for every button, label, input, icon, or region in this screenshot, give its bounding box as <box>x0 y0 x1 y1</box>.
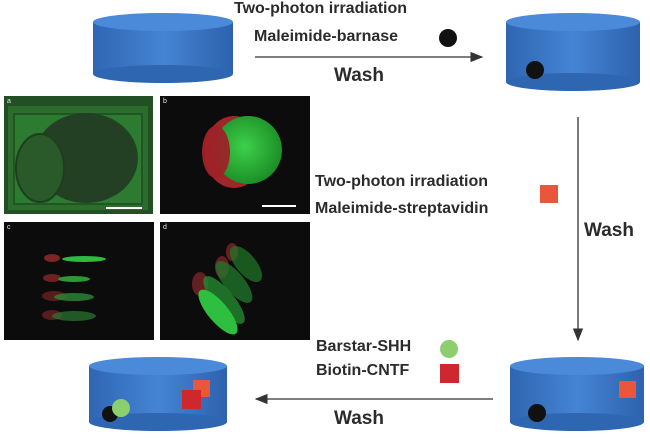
step3-line2: Biotin-CNTF <box>316 362 410 379</box>
barnase-legend-dot <box>439 29 457 47</box>
dish-cylinder-1 <box>93 13 233 83</box>
panel-label-b: b <box>163 98 167 105</box>
shh-legend-dot <box>440 340 458 358</box>
step1-line2: Maleimide-barnase <box>254 28 399 45</box>
panel-label-c: c <box>7 224 11 231</box>
dish-cylinder-4 <box>89 357 227 431</box>
panel-label-a: a <box>7 98 11 105</box>
micrograph-panel-c: c <box>4 222 154 340</box>
cntf-legend-square <box>440 364 459 383</box>
step2-line2: Maleimide-streptavidin <box>315 200 489 217</box>
micrograph-panel-d: d <box>160 222 310 340</box>
step2-wash: Wash <box>584 220 634 241</box>
panel-label-d: d <box>163 224 167 231</box>
dish-cylinder-2 <box>506 13 640 91</box>
step3-line1: Barstar-SHH <box>316 338 412 355</box>
streptavidin-legend-square <box>540 185 558 203</box>
shh-dot-4 <box>112 399 130 417</box>
cntf-square-4 <box>182 390 201 409</box>
barnase-dot-2 <box>526 61 544 79</box>
barnase-dot-3 <box>528 404 546 422</box>
micrograph-panel-a: a <box>4 96 153 214</box>
step3-wash: Wash <box>334 408 384 429</box>
step1-wash: Wash <box>334 65 384 86</box>
streptavidin-square-3 <box>619 381 636 398</box>
micrograph-panel-b: b <box>160 96 310 214</box>
step2-line1: Two-photon irradiation <box>315 173 489 190</box>
dish-cylinder-3 <box>510 357 644 431</box>
step1-line1: Two-photon irradiation <box>234 0 408 17</box>
